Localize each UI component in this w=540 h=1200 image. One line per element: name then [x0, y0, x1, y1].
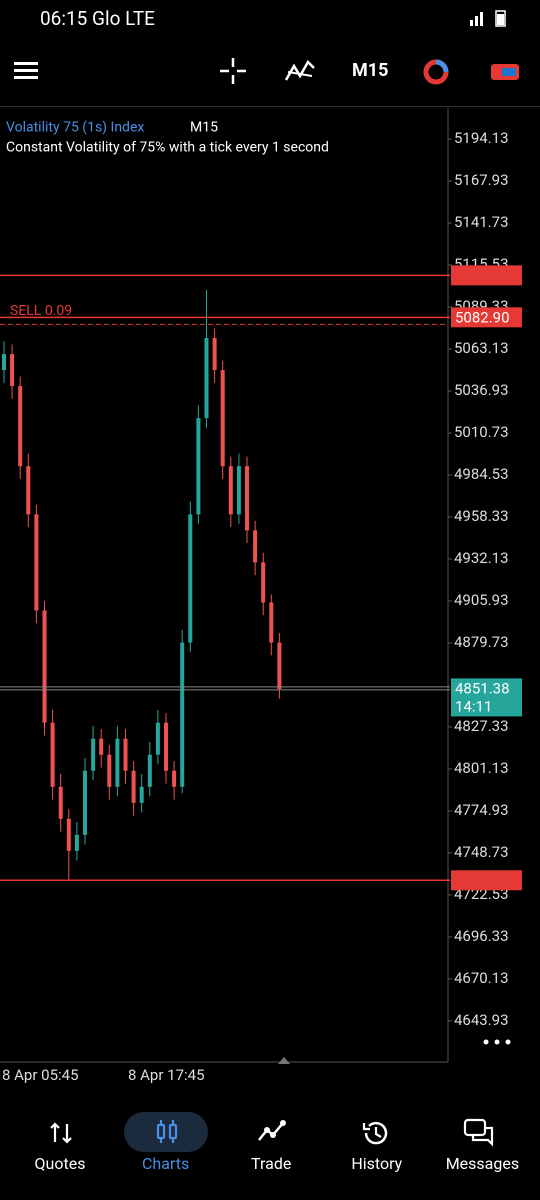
status-time: 06:15 Glo LTE — [40, 7, 155, 30]
crosshair-button[interactable] — [218, 56, 248, 86]
candle-body — [91, 738, 96, 771]
status-icons — [470, 10, 506, 27]
candle-body — [99, 738, 104, 755]
y-tick-label: 4984.53 — [454, 465, 509, 483]
y-tick-label: 5036.93 — [454, 381, 509, 399]
candle-timer: 14:11 — [455, 697, 492, 715]
y-tick-label: 4879.73 — [454, 633, 509, 651]
charts-icon[interactable] — [153, 1118, 181, 1146]
candle-body — [2, 354, 6, 371]
candle-body — [42, 610, 47, 723]
y-tick-label: 4932.13 — [454, 549, 509, 567]
candle-body — [236, 466, 241, 515]
y-tick-label: 4905.93 — [454, 591, 509, 609]
candle-body — [83, 770, 87, 835]
x-tick-label: 8 Apr 05:45 — [2, 1066, 79, 1084]
messages-icon[interactable] — [462, 1116, 496, 1148]
price-level-box — [451, 870, 522, 891]
candle-body — [34, 514, 39, 611]
symbol-description: Constant Volatility of 75% with a tick e… — [6, 140, 329, 156]
current-price-label: 4851.38 — [455, 679, 510, 697]
candle-body — [18, 386, 23, 467]
candle-body — [204, 338, 209, 419]
bottom-nav: Quotes Charts Trade History Messages — [0, 1100, 540, 1200]
candle-body — [115, 738, 120, 787]
candle-body — [74, 834, 79, 851]
y-tick-label: 5167.93 — [454, 171, 509, 189]
nav-tab[interactable]: Charts — [141, 1154, 190, 1173]
scroll-marker — [278, 1057, 290, 1064]
indicators-button[interactable] — [284, 56, 316, 86]
candle-body — [147, 754, 152, 787]
candle-body — [196, 418, 201, 515]
y-tick-label: 4696.33 — [454, 927, 509, 945]
candle-body — [245, 466, 249, 531]
history-icon[interactable] — [360, 1118, 390, 1148]
current-price-box — [451, 678, 522, 717]
active-tab-pill — [124, 1112, 208, 1152]
candle-body — [228, 466, 233, 515]
y-tick-label: 4827.33 — [454, 717, 509, 735]
y-tick-label: 4774.93 — [454, 801, 509, 819]
toolbar: M15 — [0, 36, 540, 107]
nav-tab[interactable]: Trade — [251, 1154, 292, 1173]
y-tick-label: 4801.13 — [454, 759, 509, 777]
plot-area — [0, 289, 448, 880]
objects-button[interactable] — [422, 58, 452, 86]
price-level-box — [451, 307, 522, 328]
y-tick-label: 4643.93 — [454, 1011, 509, 1029]
candle-body — [253, 530, 258, 563]
nav-tab[interactable]: Quotes — [34, 1154, 86, 1173]
y-tick-label: 5194.13 — [454, 129, 509, 147]
y-tick-label: 5063.13 — [454, 339, 509, 357]
candle-body — [155, 722, 160, 755]
x-tick-label: 8 Apr 17:45 — [128, 1066, 205, 1084]
candle-body — [131, 770, 136, 803]
y-tick-label: 4958.33 — [454, 507, 509, 525]
candle-body — [188, 514, 193, 643]
symbol-name[interactable]: Volatility 75 (1s) Index — [6, 120, 144, 136]
candle-body — [172, 770, 177, 787]
price-level-label: 5082.90 — [455, 308, 510, 326]
nav-tab[interactable]: Messages — [445, 1154, 520, 1173]
sell-order-label: SELL 0.09 — [10, 303, 72, 319]
candle-body — [139, 786, 144, 803]
y-tick-label: 4670.13 — [454, 969, 509, 987]
timeframe-button[interactable]: M15 — [352, 60, 389, 81]
more-button[interactable] — [483, 1039, 511, 1045]
menu-button[interactable] — [12, 60, 40, 82]
candle-body — [180, 642, 185, 787]
candle-body — [123, 738, 128, 771]
candle-body — [277, 642, 282, 690]
candle-body — [220, 370, 225, 467]
y-tick-label: 4748.73 — [454, 843, 509, 861]
candle-body — [261, 562, 266, 603]
price-level-box — [451, 265, 522, 286]
quotes-icon[interactable] — [48, 1120, 74, 1146]
chart-timeframe: M15 — [190, 120, 218, 136]
nav-tab[interactable]: History — [351, 1154, 403, 1173]
trade-button[interactable] — [488, 58, 522, 86]
status-bar: 06:15 Glo LTE — [0, 0, 540, 36]
candle-body — [10, 354, 15, 387]
chart: Volatility 75 (1s) Index M15 Constant Vo… — [0, 108, 522, 1084]
candle-body — [164, 722, 168, 771]
candle-body — [50, 722, 55, 787]
y-tick-label: 5141.73 — [454, 213, 509, 231]
candle-body — [66, 818, 71, 851]
candle-body — [269, 602, 274, 643]
candle-body — [212, 338, 217, 371]
candle-body — [107, 754, 112, 787]
y-tick-label: 5010.73 — [454, 423, 509, 441]
candle-body — [58, 786, 63, 819]
candle-body — [26, 466, 31, 515]
trade-icon[interactable] — [256, 1118, 286, 1146]
